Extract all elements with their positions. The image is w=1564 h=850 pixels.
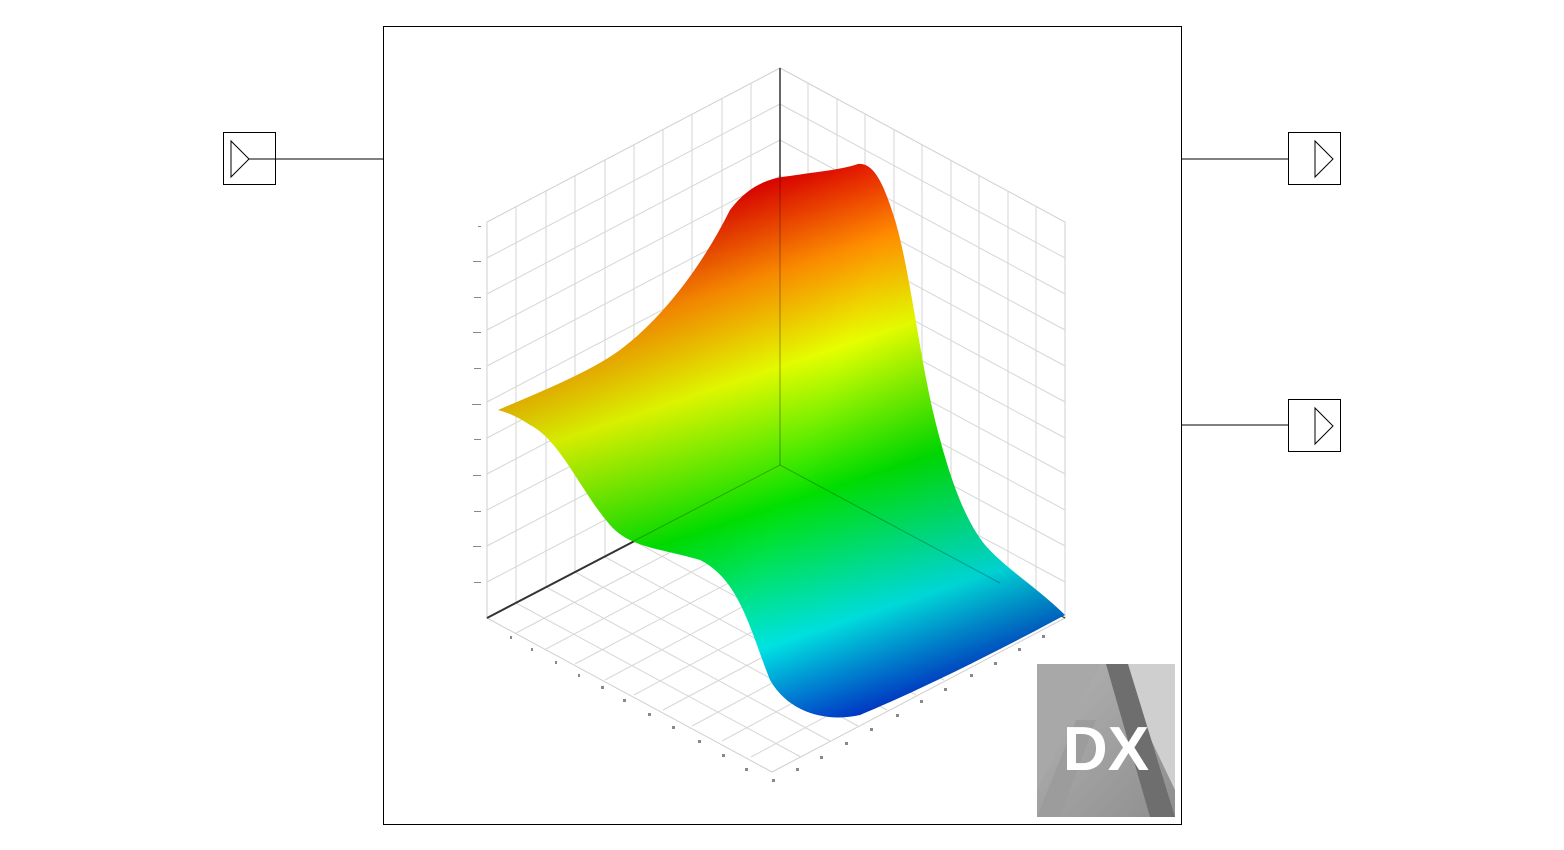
surface-shading <box>498 163 1065 718</box>
axis-ticks <box>472 226 1045 782</box>
output-port-1[interactable] <box>1288 132 1341 185</box>
y-axis-front <box>779 464 1001 584</box>
output-port-2[interactable] <box>1288 399 1341 452</box>
port-arrow-icon <box>1314 406 1334 446</box>
dx-logo: DX <box>1037 664 1175 817</box>
port-arrow-icon <box>1314 139 1334 179</box>
logo-text: DX <box>1063 715 1149 784</box>
port-arrow-icon <box>230 139 250 179</box>
x-axis-front <box>629 464 781 544</box>
surface-plot <box>472 67 1067 782</box>
